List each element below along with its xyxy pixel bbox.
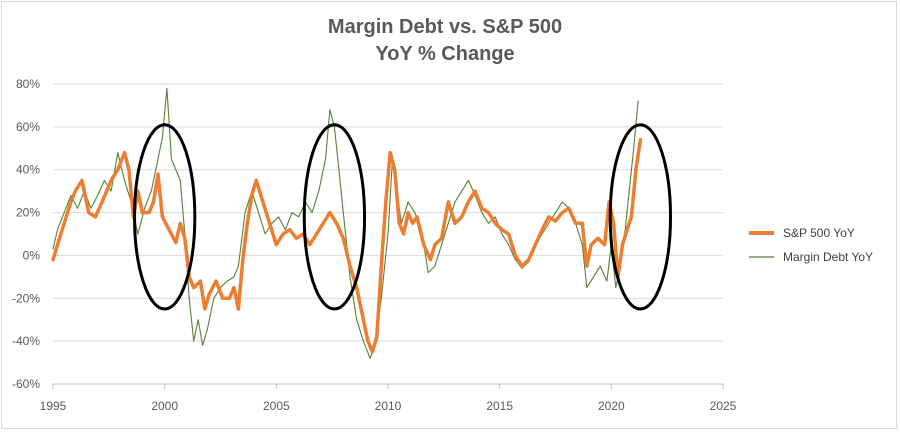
series-line-sp500 (51, 137, 643, 354)
y-axis-ticks: -60% -40% -20% 0% 20% 40% 60% 80% (12, 77, 40, 391)
x-tick-label: 2015 (486, 399, 513, 413)
x-tick-label: 2025 (710, 399, 737, 413)
y-tick-label: -20% (12, 291, 40, 305)
y-tick-label: 60% (16, 120, 40, 134)
y-tick-label: 40% (16, 163, 40, 177)
y-tick-label: -60% (12, 377, 40, 391)
y-tick-label: 80% (16, 77, 40, 91)
x-tick-label: 2000 (151, 399, 178, 413)
chart-title: Margin Debt vs. S&P 500 (328, 16, 562, 38)
series-lines (51, 87, 643, 359)
annotation-ellipses (133, 123, 673, 311)
x-tick-label: 2020 (598, 399, 625, 413)
legend-label-sp500: S&P 500 YoY (783, 226, 855, 240)
x-tick-label: 2010 (375, 399, 402, 413)
y-tick-label: -40% (12, 334, 40, 348)
annotation-ellipse (608, 123, 673, 311)
y-tick-label: 20% (16, 206, 40, 220)
series-line-margin-debt (52, 87, 639, 359)
x-tick-label: 1995 (40, 399, 67, 413)
y-tick-label: 0% (23, 248, 41, 262)
legend: S&P 500 YoY Margin Debt YoY (749, 226, 873, 264)
annotation-ellipse (302, 123, 367, 311)
annotation-ellipse (133, 123, 197, 311)
chart-subtitle: YoY % Change (375, 43, 514, 65)
x-tick-label: 2005 (263, 399, 290, 413)
legend-label-margin-debt: Margin Debt YoY (783, 250, 873, 264)
x-axis: 1995 2000 2005 2010 2015 2020 2025 (40, 383, 737, 413)
